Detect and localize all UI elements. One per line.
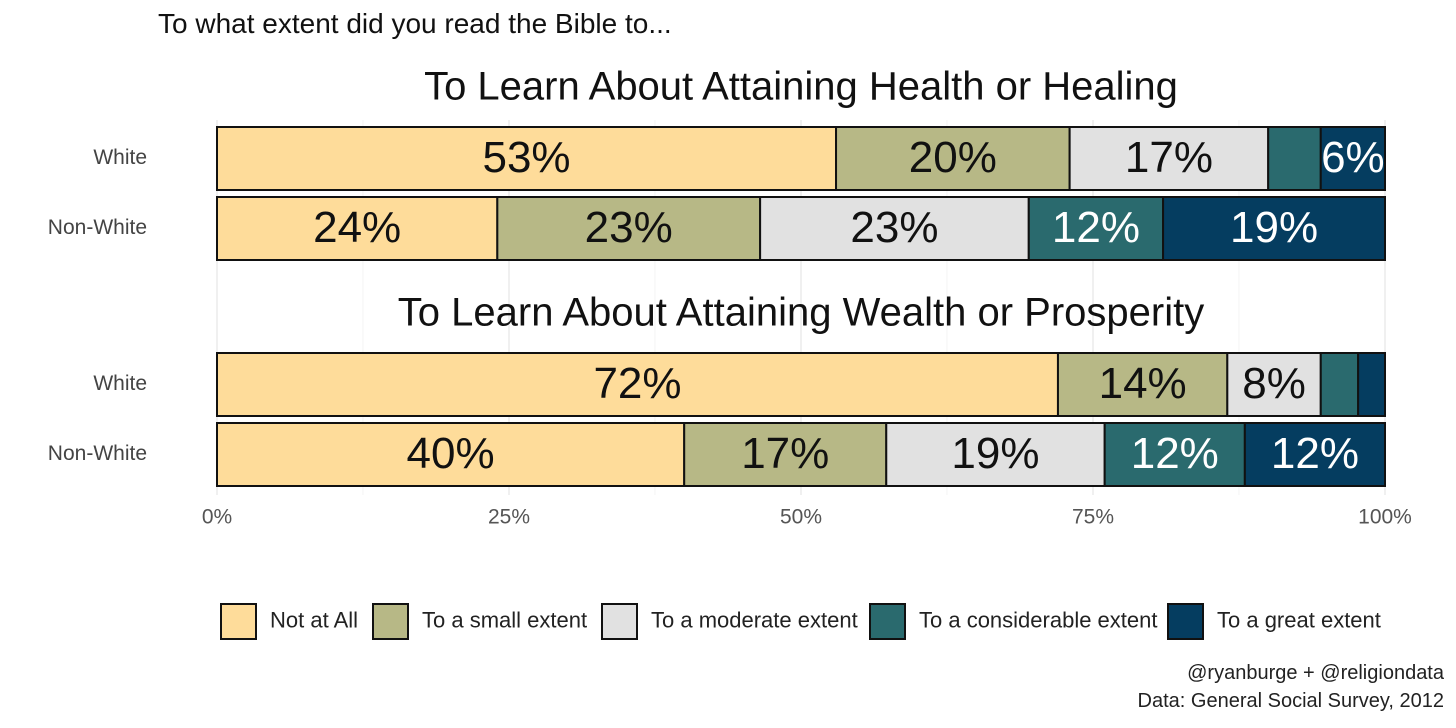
- bar-segment: [759, 196, 1030, 261]
- data-label: 40%: [407, 429, 495, 478]
- bar-segment: [1162, 196, 1386, 261]
- bar-segment: [683, 422, 888, 487]
- bar-segment: [1068, 126, 1270, 191]
- data-label: 6%: [1321, 133, 1385, 182]
- bar-segment: [835, 126, 1071, 191]
- caption-author: @ryanburge + @religiondata: [1187, 662, 1444, 684]
- chart-title: To what extent did you read the Bible to…: [158, 8, 672, 39]
- legend-key: [372, 603, 409, 640]
- data-label: 24%: [313, 203, 401, 252]
- data-label: 53%: [482, 133, 570, 182]
- panel-title: To Learn About Attaining Wealth or Prosp…: [398, 291, 1204, 335]
- row-label: White: [93, 372, 147, 395]
- data-label: 23%: [850, 203, 938, 252]
- data-label: 23%: [585, 203, 673, 252]
- bar-segment: [216, 126, 838, 191]
- bar-segment: [496, 196, 762, 261]
- data-label: 17%: [741, 429, 829, 478]
- data-label: 72%: [593, 359, 681, 408]
- row-label: White: [93, 146, 147, 169]
- legend-label: To a great extent: [1217, 607, 1381, 632]
- data-label: 19%: [1230, 203, 1318, 252]
- data-label: 12%: [1131, 429, 1219, 478]
- legend-label: To a small extent: [422, 607, 587, 632]
- bar-segment: [216, 422, 686, 487]
- data-label: 8%: [1242, 359, 1306, 408]
- data-label: 20%: [909, 133, 997, 182]
- bar-segment: [216, 352, 1059, 417]
- legend-key: [1167, 603, 1204, 640]
- legend-label: To a considerable extent: [919, 607, 1158, 632]
- legend-key: [220, 603, 257, 640]
- legend-key: [601, 603, 638, 640]
- x-tick-label: 0%: [202, 506, 232, 529]
- data-label: 12%: [1271, 429, 1359, 478]
- bar-segment: [1319, 126, 1387, 191]
- bar-segment: [1319, 352, 1360, 417]
- legend-label: To a moderate extent: [651, 607, 858, 632]
- bar-segment: [1267, 126, 1322, 191]
- x-tick-label: 50%: [780, 506, 822, 529]
- data-label: 14%: [1099, 359, 1187, 408]
- data-label: 19%: [951, 429, 1039, 478]
- bar-segment: [1357, 352, 1386, 417]
- row-label: Non-White: [48, 442, 147, 465]
- bar-segment: [216, 196, 499, 261]
- caption-source: Data: General Social Survey, 2012: [1137, 690, 1444, 712]
- x-tick-label: 25%: [488, 506, 530, 529]
- bar-segment: [1103, 422, 1246, 487]
- data-label: 12%: [1052, 203, 1140, 252]
- legend-label: Not at All: [270, 607, 358, 632]
- row-label: Non-White: [48, 216, 147, 239]
- bar-segment: [1243, 422, 1386, 487]
- legend-key: [869, 603, 906, 640]
- x-tick-label: 100%: [1358, 506, 1412, 529]
- bar-segment: [885, 422, 1106, 487]
- bar-segment: [1056, 352, 1229, 417]
- x-tick-label: 75%: [1072, 506, 1114, 529]
- data-label: 17%: [1125, 133, 1213, 182]
- panel-title: To Learn About Attaining Health or Heali…: [424, 65, 1178, 109]
